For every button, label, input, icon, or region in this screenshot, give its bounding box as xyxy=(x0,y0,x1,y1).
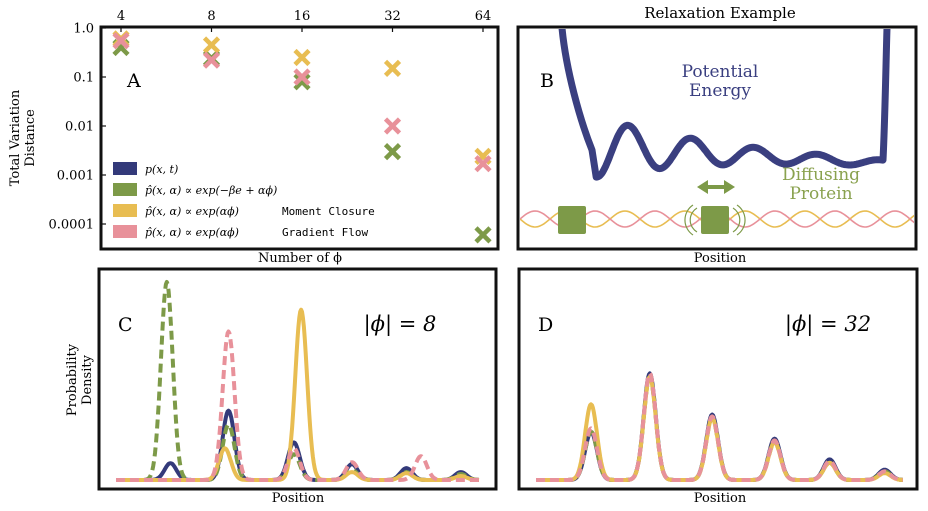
panel-b-frame xyxy=(516,25,918,251)
x-tick-label: 4 xyxy=(117,9,125,24)
legend-swatch-gold xyxy=(113,204,137,217)
panel-a-letter: A xyxy=(126,70,141,92)
marker-x-gold xyxy=(383,59,402,77)
legend-label-3-extra: Moment Closure xyxy=(282,205,375,218)
legend-swatch-navy xyxy=(113,162,137,175)
marker-x-pink xyxy=(112,32,130,50)
panel-c-frame xyxy=(97,267,498,491)
series-line-pink xyxy=(114,329,481,482)
protein-label-line2: Protein xyxy=(789,184,852,204)
potential-label-line1: Potential xyxy=(682,62,759,82)
motion-arcs xyxy=(684,204,746,236)
legend-swatch-pink xyxy=(113,225,137,238)
legend-label-2: p̂(x, α) ∝ exp(−βe + αϕ) xyxy=(145,184,277,197)
protein-box-moving xyxy=(701,206,729,234)
panel-c-phi-label: |ϕ| = 8 xyxy=(364,312,437,337)
panel-a-x-ticks: 4 8 16 32 64 xyxy=(117,9,491,32)
double-arrow xyxy=(697,180,735,194)
panel-c-ylabel-line2: Density xyxy=(80,354,95,405)
potential-label-line2: Energy xyxy=(689,81,751,101)
panel-b-letter: B xyxy=(540,70,554,92)
marker-x-pink xyxy=(293,68,311,86)
protein-label-line1: Diffusing xyxy=(782,165,860,185)
panel-c-letter: C xyxy=(118,314,133,336)
marker-x-gold xyxy=(202,36,221,54)
marker-x-pink xyxy=(202,51,221,69)
y-tick-label: 0.01 xyxy=(65,120,94,135)
panel-a-xlabel: Number of ϕ xyxy=(258,251,342,266)
protein-box-static xyxy=(558,206,586,234)
series-line-pink xyxy=(534,371,905,482)
x-tick-label: 8 xyxy=(207,9,215,24)
legend-label-3: p̂(x, α) ∝ exp(αϕ) xyxy=(145,205,239,218)
panel-c-ylabel: Probability Density xyxy=(65,343,95,416)
legend: p(x, t) p̂(x, α) ∝ exp(−βe + αϕ) p̂(x, α… xyxy=(113,162,375,239)
panel-b-xlabel: Position xyxy=(694,251,747,266)
potential-energy-curve xyxy=(558,29,891,181)
panel-d-letter: D xyxy=(538,314,553,336)
panel-d-frame xyxy=(517,267,919,491)
panel-a-markers xyxy=(112,30,492,244)
series-line-navy xyxy=(114,408,481,482)
y-tick-label: 0.1 xyxy=(73,71,94,86)
marker-x-pink xyxy=(383,117,402,135)
panel-a: 4 8 16 32 64 1.0 0.1 0.01 0.001 0.0001 A Total V… xyxy=(8,9,500,266)
legend-label-4-extra: Gradient Flow xyxy=(282,226,368,239)
panel-d-xlabel: Position xyxy=(694,491,747,506)
legend-swatch-green xyxy=(113,183,137,196)
panel-c-ylabel-line1: Probability xyxy=(65,343,80,416)
legend-label-1: p(x, t) xyxy=(145,163,178,176)
y-tick-label: 1.0 xyxy=(73,22,94,37)
x-tick-label: 64 xyxy=(475,9,492,24)
panel-b: Relaxation Example B Potential Energy Di… xyxy=(516,4,918,266)
panel-c: C |ϕ| = 8 Probability Density Position xyxy=(65,267,498,506)
panel-c-series xyxy=(114,280,481,482)
x-tick-label: 32 xyxy=(384,9,401,24)
y-tick-label: 0.001 xyxy=(57,169,94,184)
panel-a-y-ticks: 1.0 0.1 0.01 0.001 0.0001 xyxy=(49,22,106,233)
panel-d: D |ϕ| = 32 Position xyxy=(517,267,919,506)
panel-a-ylabel: Total Variation Distance xyxy=(8,89,38,186)
panel-d-phi-label: |ϕ| = 32 xyxy=(785,312,871,337)
marker-x-green xyxy=(474,226,492,244)
marker-x-green xyxy=(293,73,311,91)
panel-a-frame xyxy=(99,25,500,251)
marker-x-pink xyxy=(474,155,492,173)
y-tick-label: 0.0001 xyxy=(49,218,95,233)
legend-label-4: p̂(x, α) ∝ exp(αϕ) xyxy=(145,226,239,239)
panel-d-series xyxy=(534,371,905,482)
panel-c-xlabel: Position xyxy=(272,491,325,506)
marker-x-gold xyxy=(293,48,311,67)
panel-a-ylabel-line2: Distance xyxy=(23,109,38,167)
panel-a-ylabel-line1: Total Variation xyxy=(8,89,23,186)
x-tick-label: 16 xyxy=(294,9,311,24)
panel-b-title: Relaxation Example xyxy=(644,4,796,22)
marker-x-green xyxy=(383,143,402,161)
